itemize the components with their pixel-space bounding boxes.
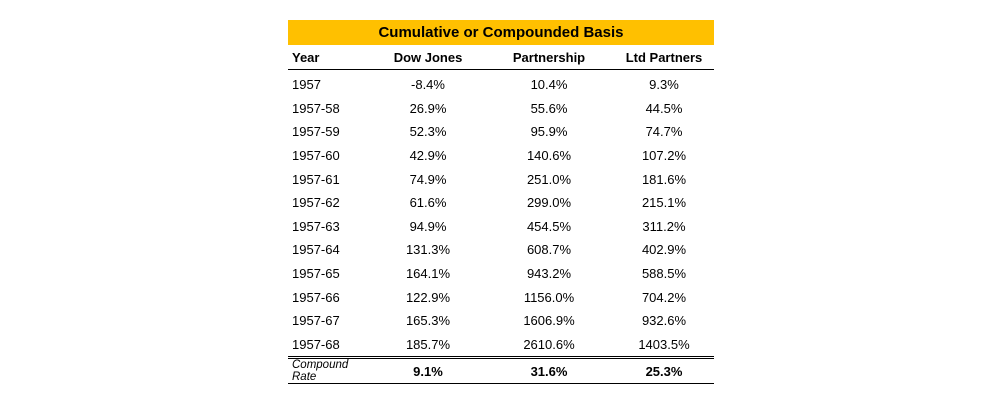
compound-rate-ltd-partners: 25.3% [645, 363, 683, 379]
dow-jones-cell: 185.7% [405, 336, 451, 352]
partnership-cell: 55.6% [530, 100, 568, 116]
year-cell: 1957-59 [292, 124, 340, 140]
header-dow-jones: Dow Jones [393, 49, 463, 65]
ltd-partners-cell: 311.2% [642, 218, 686, 234]
header-year: Year [292, 49, 320, 65]
table-row: 1957-64 131.3% 608.7% 402.9% [288, 238, 714, 262]
year-cell: 1957-62 [292, 195, 340, 211]
year-cell: 1957-58 [292, 100, 340, 116]
partnership-cell: 608.7% [526, 242, 572, 258]
header-ltd-partners: Ltd Partners [625, 49, 703, 65]
partnership-cell: 10.4% [530, 77, 568, 93]
table-row: 1957-58 26.9% 55.6% 44.5% [288, 97, 714, 121]
dow-jones-cell: 42.9% [409, 148, 447, 164]
table-row: 1957-67 165.3% 1606.9% 932.6% [288, 309, 714, 333]
ltd-partners-cell: 181.6% [641, 171, 687, 187]
ltd-partners-cell: 932.6% [641, 313, 687, 329]
dow-jones-cell: 61.6% [409, 195, 447, 211]
ltd-partners-cell: 215.1% [641, 195, 687, 211]
dow-jones-cell: 26.9% [409, 100, 447, 116]
year-cell: 1957-66 [292, 289, 340, 305]
ltd-partners-cell: 588.5% [641, 266, 687, 282]
ltd-partners-cell: 107.2% [641, 148, 687, 164]
table-row: 1957-65 164.1% 943.2% 588.5% [288, 262, 714, 286]
compound-rate-label: Compound Rate [292, 359, 349, 384]
dow-jones-cell: 165.3% [405, 313, 451, 329]
compound-rate-row: Compound Rate 9.1% 31.6% 25.3% [288, 359, 714, 385]
year-cell: 1957 [292, 77, 321, 93]
ltd-partners-cell: 44.5% [645, 100, 683, 116]
year-cell: 1957-60 [292, 148, 340, 164]
dow-jones-cell: 52.3% [409, 124, 447, 140]
table-row: 1957-59 52.3% 95.9% 74.7% [288, 120, 714, 144]
partnership-cell: 299.0% [526, 195, 572, 211]
table-row: 1957-61 74.9% 251.0% 181.6% [288, 167, 714, 191]
partnership-cell: 140.6% [526, 148, 572, 164]
year-cell: 1957-67 [292, 313, 340, 329]
table-title: Cumulative or Compounded Basis [288, 20, 714, 45]
table-header-row: Year Dow Jones Partnership Ltd Partners [288, 45, 714, 70]
partnership-cell: 251.0% [526, 171, 572, 187]
partnership-cell: 95.9% [530, 124, 568, 140]
partnership-cell: 943.2% [526, 266, 572, 282]
partnership-cell: 454.5% [526, 218, 572, 234]
header-partnership: Partnership [512, 49, 586, 65]
compound-rate-dow-jones: 9.1% [413, 363, 443, 379]
dow-jones-cell: -8.4% [411, 77, 445, 93]
partnership-cell: 2610.6% [523, 336, 575, 352]
table-row: 1957-62 61.6% 299.0% 215.1% [288, 191, 714, 215]
dow-jones-cell: 131.3% [405, 242, 451, 258]
ltd-partners-cell: 704.2% [641, 289, 687, 305]
returns-table: Cumulative or Compounded Basis Year Dow … [288, 20, 714, 385]
dow-jones-cell: 122.9% [405, 289, 451, 305]
table-row: 1957-68 185.7% 2610.6% 1403.5% [288, 333, 714, 357]
partnership-cell: 1156.0% [523, 289, 575, 305]
dow-jones-cell: 164.1% [405, 266, 451, 282]
table-body: 1957 -8.4% 10.4% 9.3% 1957-58 26.9% 55.6% 44.5%… [288, 70, 714, 360]
ltd-partners-cell: 402.9% [641, 242, 687, 258]
ltd-partners-cell: 74.7% [645, 124, 683, 140]
table-row: 1957-60 42.9% 140.6% 107.2% [288, 144, 714, 168]
partnership-cell: 1606.9% [523, 313, 575, 329]
year-cell: 1957-61 [292, 171, 340, 187]
dow-jones-cell: 74.9% [409, 171, 447, 187]
table-row: 1957-63 94.9% 454.5% 311.2% [288, 215, 714, 239]
compound-rate-partnership: 31.6% [530, 363, 568, 379]
table-row: 1957 -8.4% 10.4% 9.3% [288, 73, 714, 97]
ltd-partners-cell: 9.3% [649, 77, 679, 93]
year-cell: 1957-63 [292, 218, 340, 234]
ltd-partners-cell: 1403.5% [638, 336, 690, 352]
table-row: 1957-66 122.9% 1156.0% 704.2% [288, 285, 714, 309]
year-cell: 1957-64 [292, 242, 340, 258]
dow-jones-cell: 94.9% [409, 218, 447, 234]
year-cell: 1957-65 [292, 266, 340, 282]
year-cell: 1957-68 [292, 336, 340, 352]
